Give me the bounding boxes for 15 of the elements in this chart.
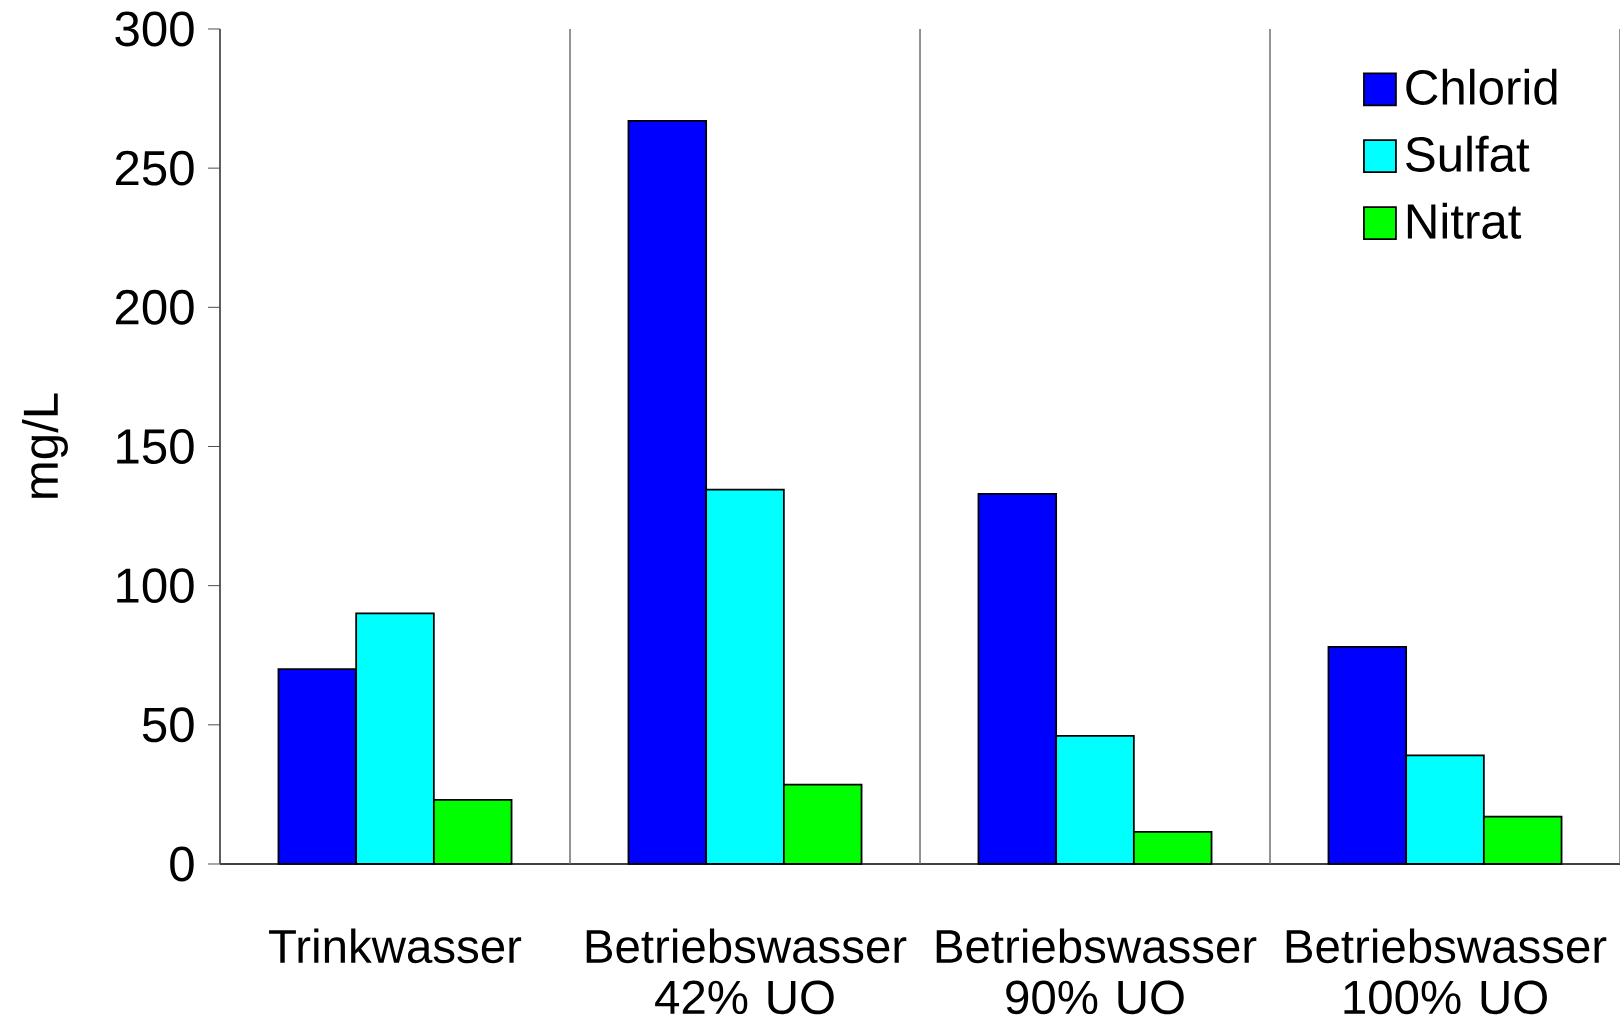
legend-label: Chlorid — [1406, 68, 1557, 105]
legend-label: Nitrat — [1407, 202, 1522, 239]
y-tick-label: 100 — [117, 568, 194, 604]
y-tick-label: 50 — [142, 707, 194, 743]
y-tick-label: 200 — [115, 289, 194, 325]
x-tick-label: Betriebswasser 42% UO — [586, 928, 907, 1015]
y-axis-title: mg/L — [22, 393, 68, 498]
y-tick-label: 300 — [115, 11, 194, 47]
y-tick-label: 0 — [170, 846, 194, 882]
y-tick-label: 150 — [117, 429, 194, 464]
y-tick-label: 250 — [115, 150, 194, 186]
legend-label: Sulfat — [1406, 135, 1530, 172]
x-tick-label: Betriebswasser 100% UO — [1286, 928, 1607, 1015]
x-tick-label: Trinkwasser — [269, 928, 522, 964]
x-tick-label: Betriebswasser 90% UO — [936, 928, 1257, 1015]
